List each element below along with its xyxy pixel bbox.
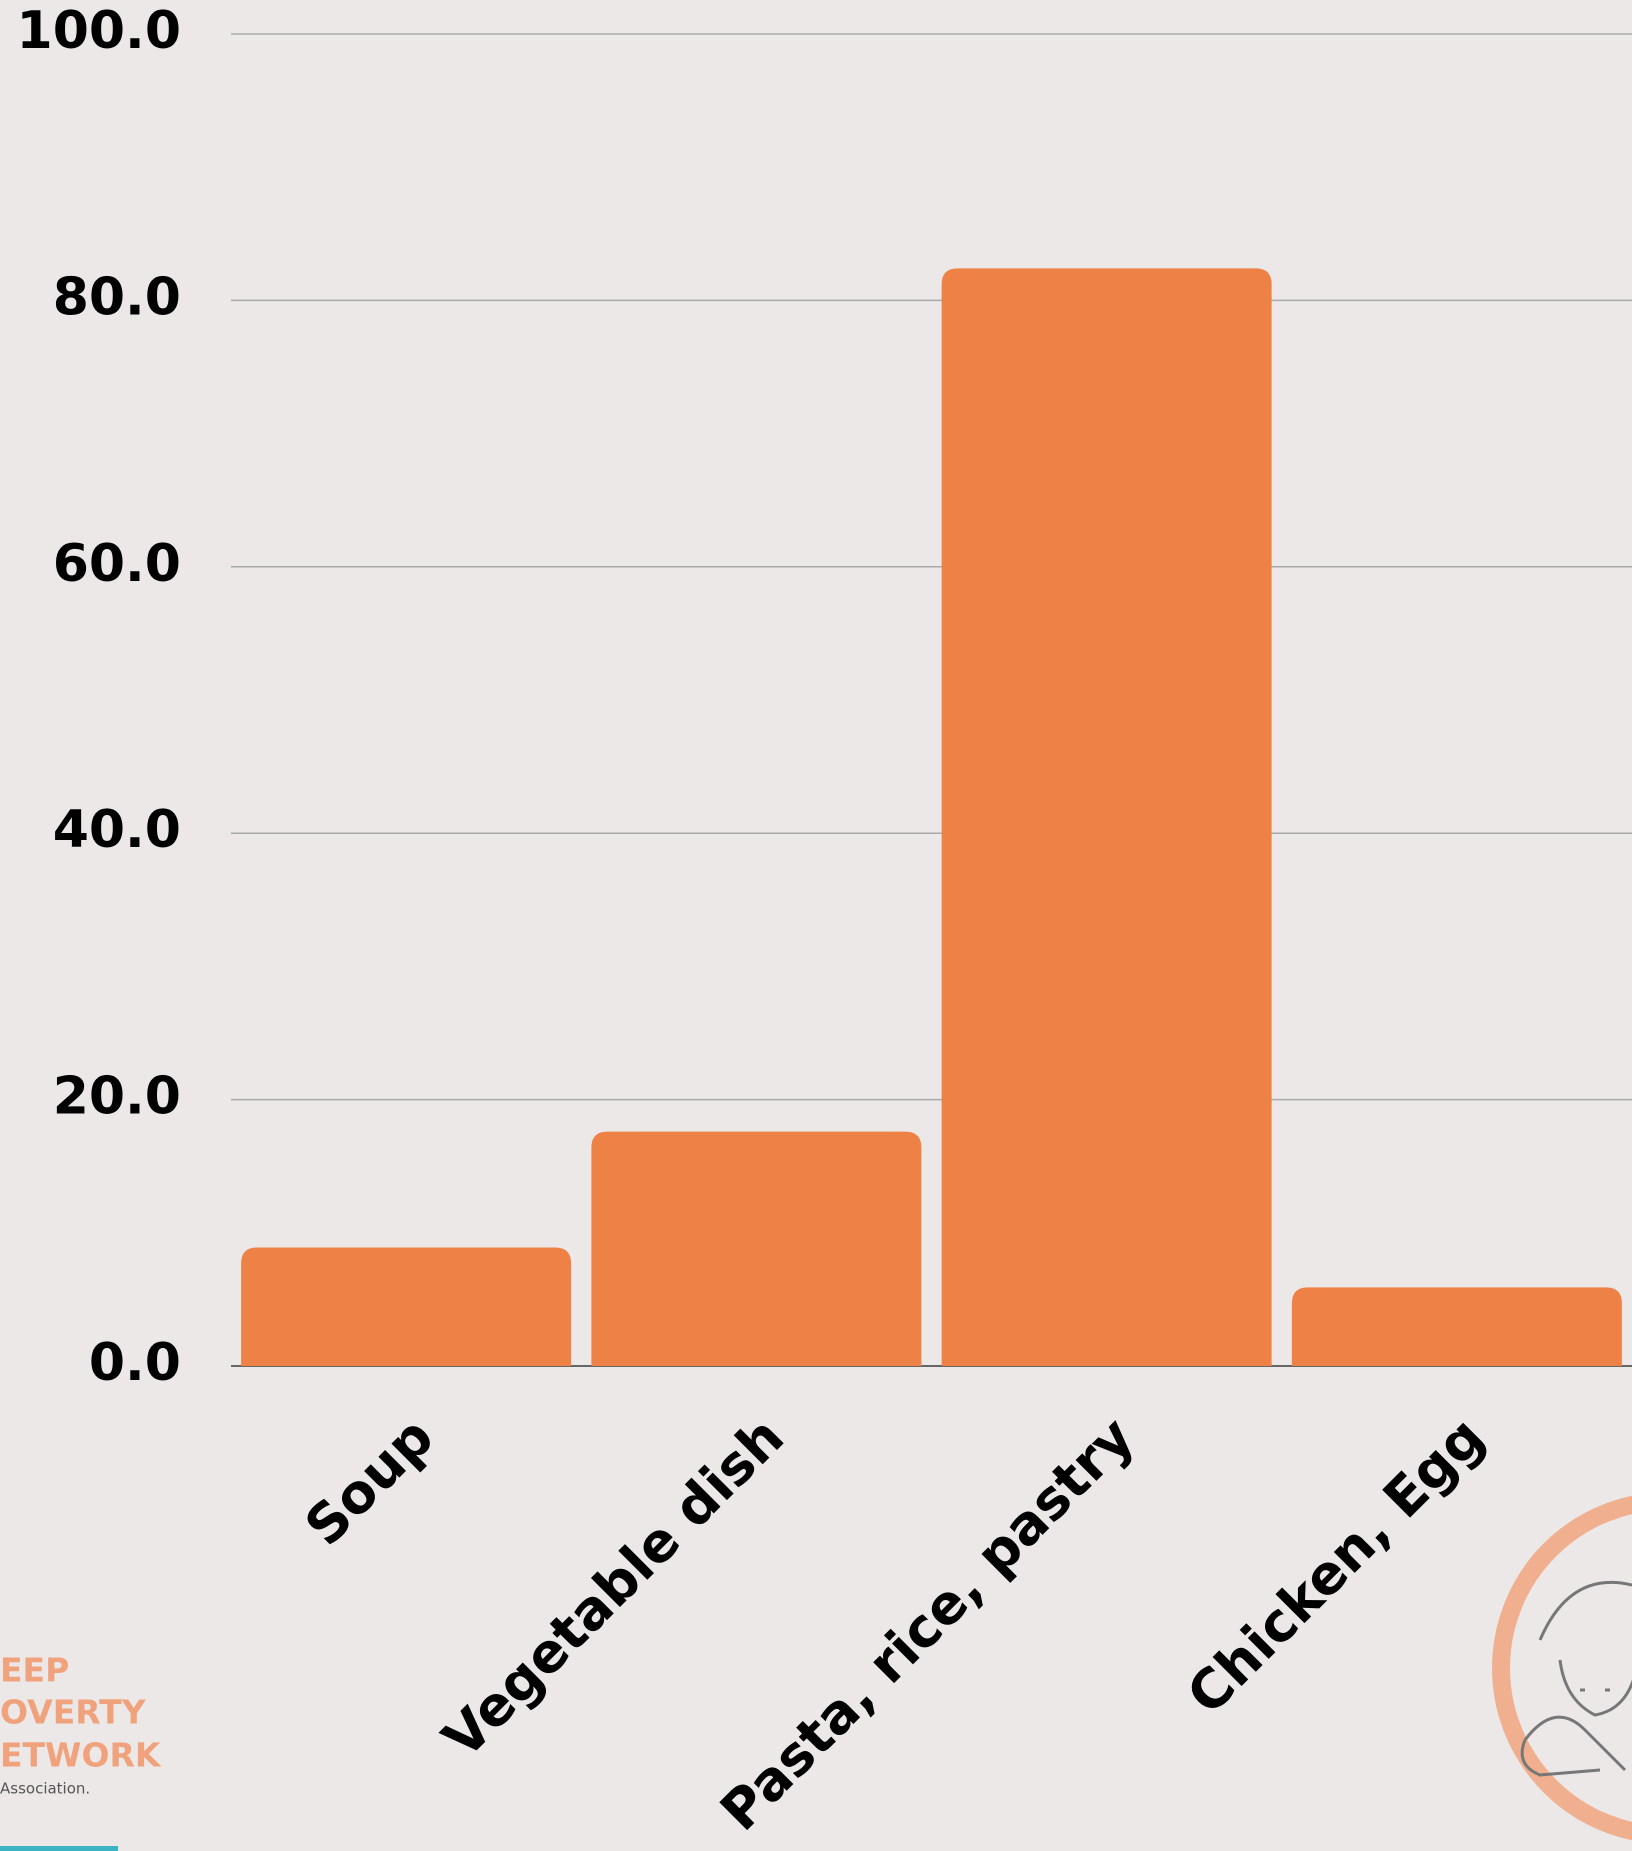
y-tick-label: 20.0 xyxy=(53,1067,181,1127)
accent-bar xyxy=(0,1846,118,1851)
y-tick-label: 0.0 xyxy=(89,1333,181,1393)
icon-ring xyxy=(1492,1495,1632,1841)
bar xyxy=(1291,1287,1622,1366)
y-tick-label: 40.0 xyxy=(53,800,181,860)
icon-drawing xyxy=(1520,1580,1632,1777)
logo-tagline: Association. xyxy=(0,1780,90,1798)
bar xyxy=(591,1131,922,1366)
bar xyxy=(941,268,1272,1366)
logo-line: EEP xyxy=(0,1651,69,1690)
y-tick-label: 100.0 xyxy=(17,1,181,61)
logo-line: ETWORK xyxy=(0,1736,162,1775)
bar xyxy=(241,1247,572,1366)
logo-line: OVERTY xyxy=(0,1693,147,1732)
icon xyxy=(1492,1495,1632,1841)
y-tick-label: 60.0 xyxy=(53,534,181,594)
y-tick-label: 80.0 xyxy=(53,267,181,327)
